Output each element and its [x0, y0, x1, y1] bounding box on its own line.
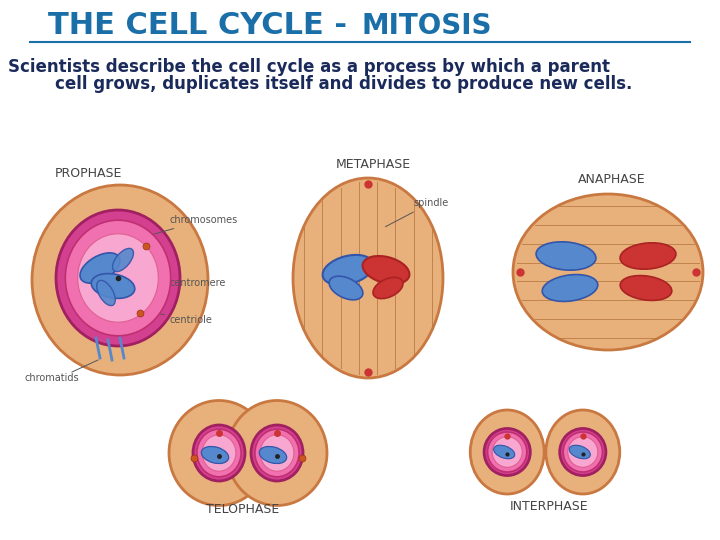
- Text: chromosomes: chromosomes: [135, 215, 238, 239]
- Text: centriole: centriole: [143, 310, 213, 325]
- Text: MITOSIS: MITOSIS: [362, 12, 492, 40]
- Ellipse shape: [329, 276, 363, 300]
- Ellipse shape: [513, 194, 703, 350]
- Text: chromatids: chromatids: [24, 373, 79, 383]
- Text: ANAPHASE: ANAPHASE: [578, 173, 646, 186]
- Ellipse shape: [546, 410, 620, 494]
- Ellipse shape: [363, 256, 410, 284]
- Ellipse shape: [568, 437, 598, 467]
- Text: THE CELL CYCLE -: THE CELL CYCLE -: [48, 11, 358, 40]
- Ellipse shape: [620, 275, 672, 300]
- Ellipse shape: [96, 280, 115, 306]
- Text: TELOPHASE: TELOPHASE: [206, 503, 279, 516]
- Text: Scientists describe the cell cycle as a process by which a parent: Scientists describe the cell cycle as a …: [8, 58, 610, 76]
- Ellipse shape: [32, 185, 208, 375]
- Text: centromere: centromere: [141, 278, 226, 288]
- Ellipse shape: [492, 437, 522, 467]
- Text: cell grows, duplicates itself and divides to produce new cells.: cell grows, duplicates itself and divide…: [55, 75, 632, 93]
- Ellipse shape: [251, 425, 303, 481]
- Text: INTERPHASE: INTERPHASE: [510, 500, 589, 513]
- Ellipse shape: [470, 410, 544, 494]
- Ellipse shape: [255, 429, 299, 477]
- Ellipse shape: [559, 428, 606, 476]
- Ellipse shape: [56, 210, 180, 346]
- Text: spindle: spindle: [385, 198, 449, 227]
- Ellipse shape: [259, 447, 287, 463]
- Ellipse shape: [570, 445, 590, 459]
- Ellipse shape: [494, 445, 515, 459]
- Ellipse shape: [260, 435, 294, 471]
- Ellipse shape: [202, 447, 229, 463]
- Ellipse shape: [373, 278, 403, 299]
- Ellipse shape: [620, 243, 676, 269]
- Ellipse shape: [536, 242, 596, 270]
- Ellipse shape: [323, 255, 374, 285]
- Ellipse shape: [78, 234, 158, 322]
- Ellipse shape: [112, 248, 133, 272]
- Ellipse shape: [91, 274, 135, 299]
- Text: METAPHASE: METAPHASE: [336, 158, 411, 171]
- Ellipse shape: [293, 178, 443, 378]
- Ellipse shape: [66, 220, 171, 336]
- Text: PROPHASE: PROPHASE: [55, 167, 122, 180]
- Ellipse shape: [197, 429, 241, 477]
- Ellipse shape: [227, 401, 327, 505]
- Ellipse shape: [80, 253, 120, 283]
- Ellipse shape: [563, 432, 603, 472]
- Ellipse shape: [487, 432, 527, 472]
- Ellipse shape: [542, 274, 598, 301]
- Ellipse shape: [202, 435, 236, 471]
- Ellipse shape: [169, 401, 269, 505]
- Ellipse shape: [484, 428, 531, 476]
- Ellipse shape: [193, 425, 245, 481]
